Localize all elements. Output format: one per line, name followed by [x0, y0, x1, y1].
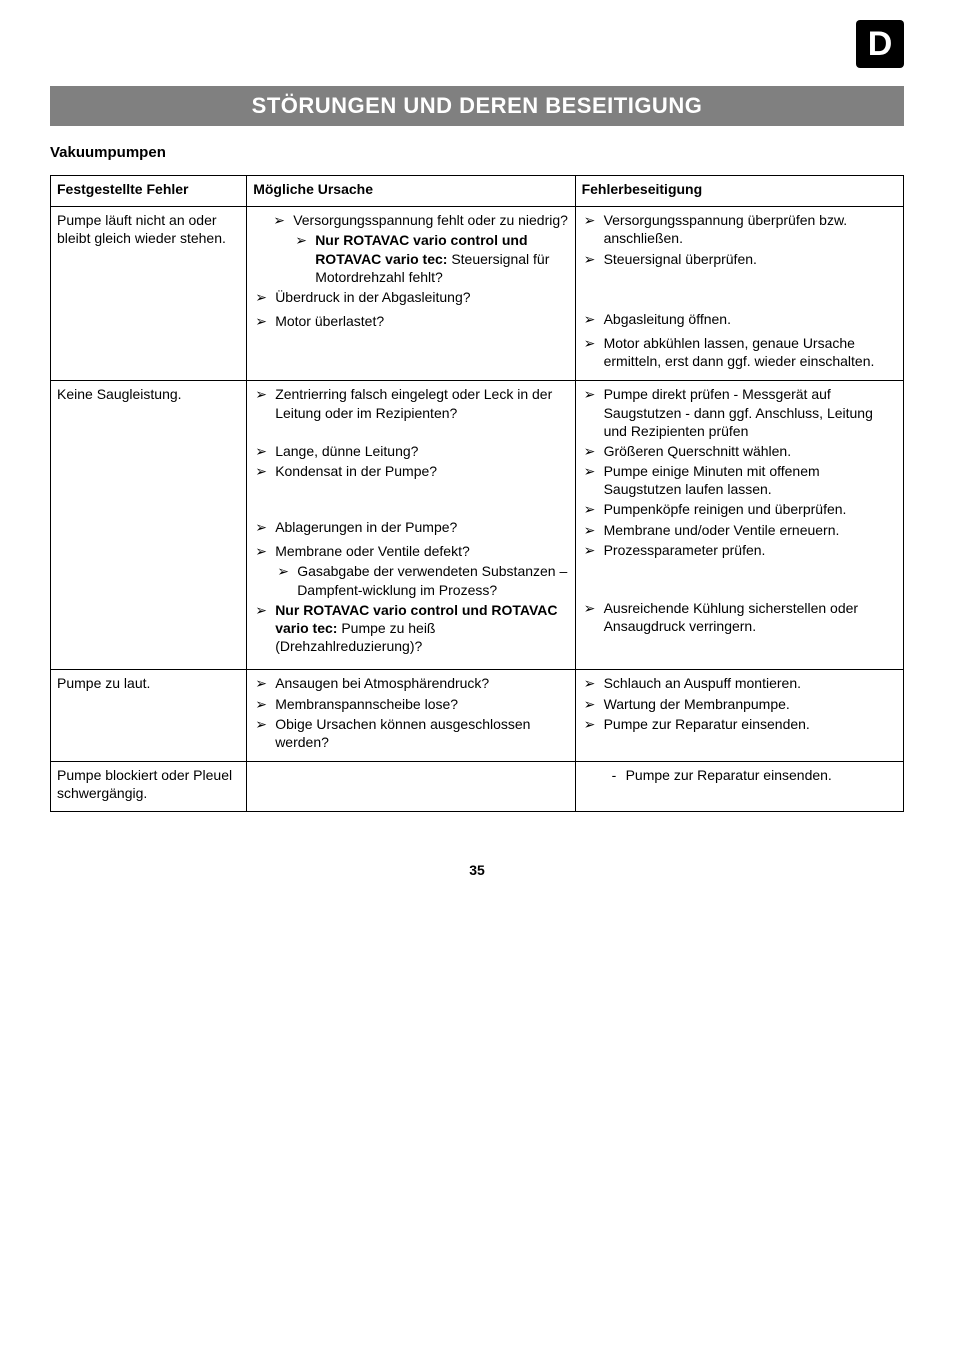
list-item: Ablagerungen in der Pumpe? — [253, 518, 568, 536]
list-item: Membrane oder Ventile defekt? Gasabgabe … — [253, 542, 568, 599]
list-text: Motor abkühlen lassen, genaue Ursache er… — [604, 335, 875, 369]
list-item: Versorgungsspannung fehlt oder zu niedri… — [271, 211, 568, 286]
cell-ursache: Zentrierring falsch eingelegt oder Leck … — [247, 381, 575, 670]
cell-fehler: Pumpe blockiert oder Pleuel schwergängig… — [51, 762, 247, 811]
language-badge: D — [856, 20, 904, 68]
cell-fehler: Pumpe läuft nicht an oder bleibt gleich … — [51, 207, 247, 381]
list-text: Membranspannscheibe lose? — [275, 696, 458, 712]
list-text: Lange, dünne Leitung? — [275, 443, 418, 459]
spacer — [253, 424, 568, 442]
list-text: Größeren Querschnitt wählen. — [604, 443, 792, 459]
page-number: 35 — [50, 862, 904, 878]
list-text: Pumpe zur Reparatur einsenden. — [626, 767, 832, 783]
section-heading: Vakuumpumpen — [50, 144, 904, 161]
list-item: Lange, dünne Leitung? — [253, 442, 568, 460]
list-item: Prozessparameter prüfen. — [582, 541, 897, 559]
list-text: Überdruck in der Abgasleitung? — [275, 289, 470, 305]
list-item: Schlauch an Auspuff montieren. — [582, 674, 897, 692]
list-text: Wartung der Membranpumpe. — [604, 696, 790, 712]
list-item: Pumpe zur Reparatur einsenden. — [582, 715, 897, 733]
cell-ursache — [247, 762, 575, 811]
fault-table: Festgestellte Fehler Mögliche Ursache Fe… — [50, 175, 904, 812]
list-item: Obige Ursachen können ausgeschlossen wer… — [253, 715, 568, 751]
list-text: Ansaugen bei Atmosphärendruck? — [275, 675, 489, 691]
list-text: Pumpe zur Reparatur einsenden. — [604, 716, 810, 732]
list-item: Gasabgabe der verwendeten Substanzen – D… — [275, 562, 568, 598]
cell-beseitigung: Pumpe direkt prüfen - Messgerät auf Saug… — [575, 381, 903, 670]
list-text: Ausreichende Kühlung sicherstellen oder … — [604, 600, 859, 634]
list-item: Pumpe einige Minuten mit offenem Saugstu… — [582, 462, 897, 498]
list-text: Steuersignal überprüfen. — [604, 251, 757, 267]
list-item: Nur ROTAVAC vario control und ROTAVAC va… — [293, 231, 568, 286]
table-row: Pumpe läuft nicht an oder bleibt gleich … — [51, 207, 904, 381]
badge-row: D — [50, 20, 904, 68]
list-item: Ansaugen bei Atmosphärendruck? — [253, 674, 568, 692]
list-text: Membrane oder Ventile defekt? — [275, 543, 470, 559]
table-row: Pumpe blockiert oder Pleuel schwergängig… — [51, 762, 904, 811]
spacer — [582, 270, 897, 310]
list-item: Membranspannscheibe lose? — [253, 695, 568, 713]
list-item: Pumpe zur Reparatur einsenden. — [608, 766, 897, 784]
list-text: Prozessparameter prüfen. — [604, 542, 766, 558]
list-text: Pumpe einige Minuten mit offenem Saugstu… — [604, 463, 820, 497]
list-item: Versorgungsspannung überprüfen bzw. ansc… — [582, 211, 897, 247]
table-row: Pumpe zu laut. Ansaugen bei Atmosphärend… — [51, 670, 904, 762]
cell-beseitigung: Pumpe zur Reparatur einsenden. — [575, 762, 903, 811]
list-text: Schlauch an Auspuff montieren. — [604, 675, 801, 691]
list-item: Membrane und/oder Ventile erneuern. — [582, 521, 897, 539]
cell-fehler: Keine Saugleistung. — [51, 381, 247, 670]
list-item: Motor abkühlen lassen, genaue Ursache er… — [582, 334, 897, 370]
list-text: Motor überlastet? — [275, 313, 384, 329]
list-item: Ausreichende Kühlung sicherstellen oder … — [582, 599, 897, 635]
list-text: Ablagerungen in der Pumpe? — [275, 519, 457, 535]
cell-beseitigung: Versorgungsspannung überprüfen bzw. ansc… — [575, 207, 903, 381]
spacer — [253, 482, 568, 518]
list-item: Überdruck in der Abgasleitung? — [253, 288, 568, 306]
list-item: Steuersignal überprüfen. — [582, 250, 897, 268]
list-item: Kondensat in der Pumpe? — [253, 462, 568, 480]
list-text: Abgasleitung öffnen. — [604, 311, 731, 327]
list-text: Pumpe direkt prüfen - Messgerät auf Saug… — [604, 386, 873, 438]
list-item: Nur ROTAVAC vario control und ROTAVAC va… — [253, 601, 568, 656]
cell-fehler: Pumpe zu laut. — [51, 670, 247, 762]
list-text: Kondensat in der Pumpe? — [275, 463, 437, 479]
col-header-beseitigung: Fehlerbeseitigung — [575, 176, 903, 207]
col-header-fehler: Festgestellte Fehler — [51, 176, 247, 207]
table-row: Keine Saugleistung. Zentrierring falsch … — [51, 381, 904, 670]
page-title: STÖRUNGEN UND DEREN BESEITIGUNG — [50, 86, 904, 126]
table-header-row: Festgestellte Fehler Mögliche Ursache Fe… — [51, 176, 904, 207]
list-text: Zentrierring falsch eingelegt oder Leck … — [275, 386, 552, 420]
spacer — [582, 637, 897, 661]
list-item: Pumpe direkt prüfen - Messgerät auf Saug… — [582, 385, 897, 440]
list-item: Motor überlastet? — [253, 312, 568, 330]
spacer — [582, 561, 897, 599]
list-item: Größeren Querschnitt wählen. — [582, 442, 897, 460]
list-text: Gasabgabe der verwendeten Substanzen – D… — [297, 563, 567, 597]
list-text: Versorgungsspannung fehlt oder zu niedri… — [293, 212, 568, 228]
list-item: Pumpenköpfe reinigen und überprüfen. — [582, 500, 897, 518]
col-header-ursache: Mögliche Ursache — [247, 176, 575, 207]
list-text: Pumpenköpfe reinigen und überprüfen. — [604, 501, 847, 517]
list-text: Obige Ursachen können ausgeschlossen wer… — [275, 716, 530, 750]
cell-beseitigung: Schlauch an Auspuff montieren. Wartung d… — [575, 670, 903, 762]
list-item: Zentrierring falsch eingelegt oder Leck … — [253, 385, 568, 421]
list-text: Membrane und/oder Ventile erneuern. — [604, 522, 840, 538]
list-item: Abgasleitung öffnen. — [582, 310, 897, 328]
list-text: Versorgungsspannung überprüfen bzw. ansc… — [604, 212, 848, 246]
cell-ursache: Ansaugen bei Atmosphärendruck? Membransp… — [247, 670, 575, 762]
cell-ursache: Versorgungsspannung fehlt oder zu niedri… — [247, 207, 575, 381]
list-item: Wartung der Membranpumpe. — [582, 695, 897, 713]
